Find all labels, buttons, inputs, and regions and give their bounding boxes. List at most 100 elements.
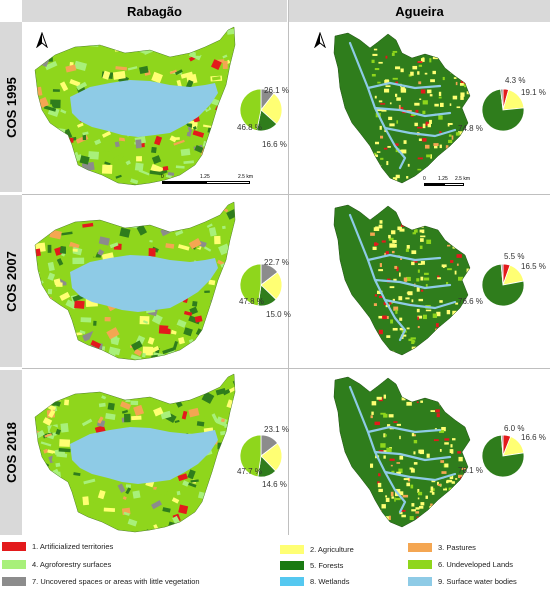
legend-swatch	[408, 577, 432, 586]
legend-label: 7. Uncovered spaces or areas with little…	[32, 577, 200, 586]
pie-rabagao-2007	[239, 263, 283, 307]
legend-item-water: 9. Surface water bodies	[408, 577, 517, 586]
pie-label: 47.8 %	[239, 297, 264, 306]
land-cover-layer	[35, 202, 235, 360]
row-label-2007: COS 2007	[3, 250, 19, 312]
pie-label: 23.1 %	[264, 425, 289, 434]
scale-segment	[162, 181, 206, 184]
pie-rabagao-1995	[239, 88, 283, 132]
scale-label: 2.5 km	[455, 176, 471, 182]
pie-label: 26.1 %	[264, 86, 289, 95]
river-water	[348, 213, 457, 342]
pie-label: 16.5 %	[521, 262, 546, 271]
pie-label: 16.6 %	[521, 433, 546, 442]
legend-label: 5. Forests	[310, 561, 344, 570]
legend-swatch	[280, 545, 304, 554]
scale-label: 1.25	[200, 174, 210, 180]
legend-label: 3. Pastures	[438, 543, 476, 552]
legend-item-agriculture: 2. Agriculture	[280, 545, 354, 554]
scale-segment	[424, 183, 444, 186]
scale-segment	[444, 183, 464, 186]
row-label-2018: COS 2018	[3, 422, 19, 483]
legend-swatch	[280, 561, 304, 570]
legend-item-uncovered: 7. Uncovered spaces or areas with little…	[2, 577, 200, 586]
pie-label: 4.3 %	[505, 76, 526, 85]
legend-swatch	[2, 560, 26, 569]
scale-segment	[206, 181, 250, 184]
pie-label: 76.1 %	[458, 466, 483, 475]
scale-label: 2.5 km	[238, 174, 254, 180]
land-cover-layer	[35, 374, 235, 532]
legend-item-forests: 5. Forests	[280, 561, 343, 570]
map-rabagao-1995	[30, 25, 245, 190]
row-header-2018: COS 2018	[0, 370, 22, 537]
pie-label: 19.1 %	[521, 88, 546, 97]
legend-swatch	[408, 560, 432, 569]
legend-swatch	[280, 577, 304, 586]
pie-rabagao-2018	[239, 434, 283, 478]
pie-agueira-2007	[481, 263, 525, 307]
legend-label: 1. Artificialized territories	[32, 542, 114, 551]
pie-slice-undeveloped-lands	[239, 88, 262, 132]
river-water	[348, 385, 457, 514]
reservoir-water	[70, 255, 218, 312]
legend-item-undeveloped: 6. Undeveloped Lands	[408, 560, 513, 569]
legend-item-artificialized: 1. Artificialized territories	[2, 542, 113, 551]
row-divider-2	[22, 368, 550, 369]
legend-label: 9. Surface water bodies	[438, 577, 517, 586]
column-header-agueira: Agueira	[289, 0, 550, 22]
pie-slice-other	[500, 263, 504, 286]
legend-swatch	[2, 542, 26, 551]
row-header-2007: COS 2007	[0, 195, 22, 369]
pie-label: 46.8 %	[237, 123, 262, 132]
scale-label: 1.25	[438, 176, 448, 182]
reservoir-water	[70, 80, 218, 137]
row-divider-1	[22, 194, 550, 195]
pie-slice-forests	[481, 88, 525, 132]
north-arrow-icon	[314, 32, 326, 48]
pie-label: 74.8 %	[458, 124, 483, 133]
pie-label: 22.7 %	[264, 258, 289, 267]
land-cover-layer	[334, 377, 470, 527]
scale-label: 0	[423, 176, 426, 182]
river-water	[348, 41, 457, 170]
map-rabagao-2018	[30, 372, 245, 534]
legend-item-agroforestry: 4. Agroforestry surfaces	[2, 560, 111, 569]
column-divider	[288, 0, 289, 535]
pie-label: 14.6 %	[262, 480, 287, 489]
pie-agueira-1995	[481, 88, 525, 132]
legend: 1. Artificialized territories 2. Agricul…	[0, 540, 550, 590]
legend-item-wetlands: 8. Wetlands	[280, 577, 349, 586]
map-rabagao-2007	[30, 200, 245, 365]
pie-label: 5.5 %	[504, 252, 525, 261]
row-label-1995: COS 1995	[3, 76, 19, 138]
pie-slice-other	[500, 434, 504, 457]
column-header-rabagao: Rabagão	[22, 0, 289, 22]
pie-label: 16.6 %	[262, 140, 287, 149]
land-cover-layer	[35, 27, 235, 185]
pie-slice-forests	[481, 263, 525, 307]
pie-slice-agriculture	[260, 92, 283, 125]
pie-slice-undeveloped-lands	[239, 263, 262, 307]
pie-agueira-2018	[481, 434, 525, 478]
legend-swatch	[2, 577, 26, 586]
pie-slice-other	[500, 88, 504, 111]
pie-label: 76.6 %	[458, 297, 483, 306]
legend-swatch	[408, 543, 432, 552]
map-agueira-1995	[330, 28, 480, 193]
pie-slice-undeveloped-lands	[239, 434, 262, 478]
legend-label: 2. Agriculture	[310, 545, 354, 554]
figure-grid: Rabagão Agueira COS 1995 COS 2007 COS 20…	[0, 0, 550, 537]
legend-label: 8. Wetlands	[310, 577, 350, 586]
land-cover-layer	[334, 33, 470, 183]
scale-label: 0	[161, 174, 164, 180]
reservoir-water	[70, 427, 218, 484]
pie-label: 47.7 %	[237, 467, 262, 476]
legend-item-pastures: 3. Pastures	[408, 543, 476, 552]
map-agueira-2007	[330, 200, 480, 365]
land-cover-layer	[334, 205, 470, 355]
pie-label: 15.0 %	[266, 310, 291, 319]
legend-label: 4. Agroforestry surfaces	[32, 560, 112, 569]
north-arrow-icon	[36, 32, 48, 48]
legend-label: 6. Undeveloped Lands	[438, 560, 514, 569]
